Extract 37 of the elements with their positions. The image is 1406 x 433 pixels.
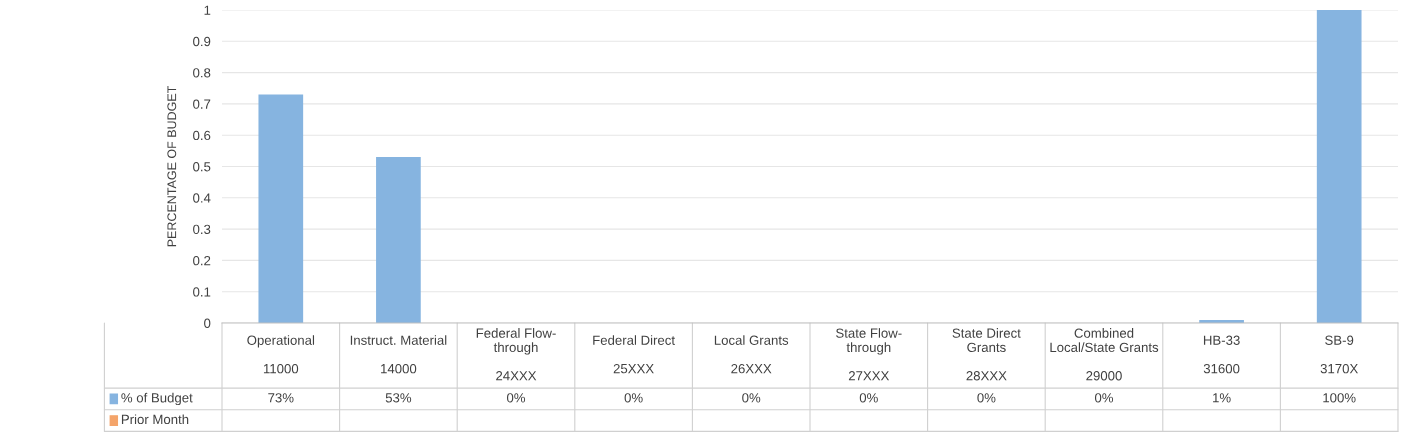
category-label: Combined Local/State Grants 29000 xyxy=(1050,328,1159,381)
data-label: 0% xyxy=(1094,393,1114,403)
legend-label: Prior Month xyxy=(121,414,189,425)
data-label: 0% xyxy=(977,393,996,403)
bar xyxy=(1316,9,1362,324)
data-label: 0% xyxy=(506,393,526,403)
data-label: 53% xyxy=(385,393,412,403)
data-label: 0% xyxy=(742,393,761,403)
category-label: Instruct. Material 14000 xyxy=(350,335,447,374)
y-tick-label: 0.1 xyxy=(193,287,211,297)
category-label: Federal Flow- through 24XXX xyxy=(476,328,556,381)
legend-label: % of Budget xyxy=(121,392,193,406)
data-label: 1% xyxy=(1213,393,1231,403)
category-label: Operational 11000 xyxy=(247,335,315,374)
data-label: 100% xyxy=(1323,393,1356,403)
y-tick-label: 0.7 xyxy=(193,99,211,109)
data-label: 73% xyxy=(268,393,294,403)
category-label: HB-33 31600 xyxy=(1203,335,1240,374)
category-label: Local Grants 26XXX xyxy=(714,335,789,374)
category-label: SB-9 3170X xyxy=(1320,335,1358,374)
category-label: Federal Direct 25XXX xyxy=(593,335,675,374)
bar xyxy=(376,157,421,324)
y-tick-label: 0 xyxy=(204,318,211,328)
y-tick-label: 0.5 xyxy=(193,162,211,172)
y-tick-label: 0.9 xyxy=(193,36,211,47)
y-axis-title: PERCENTAGE OF BUDGET xyxy=(167,85,177,247)
bar xyxy=(258,94,304,324)
data-label: 0% xyxy=(859,393,878,403)
category-label: State Flow- through 27XXX xyxy=(836,328,902,381)
category-label: State Direct Grants 28XXX xyxy=(952,328,1021,381)
y-tick-label: 1 xyxy=(204,5,211,15)
y-tick-label: 0.4 xyxy=(193,193,211,203)
y-tick-label: 0.3 xyxy=(193,224,211,235)
y-tick-label: 0.8 xyxy=(193,68,211,78)
y-tick-label: 0.2 xyxy=(193,255,211,266)
data-label: 0% xyxy=(624,393,643,403)
y-tick-label: 0.6 xyxy=(193,130,211,141)
